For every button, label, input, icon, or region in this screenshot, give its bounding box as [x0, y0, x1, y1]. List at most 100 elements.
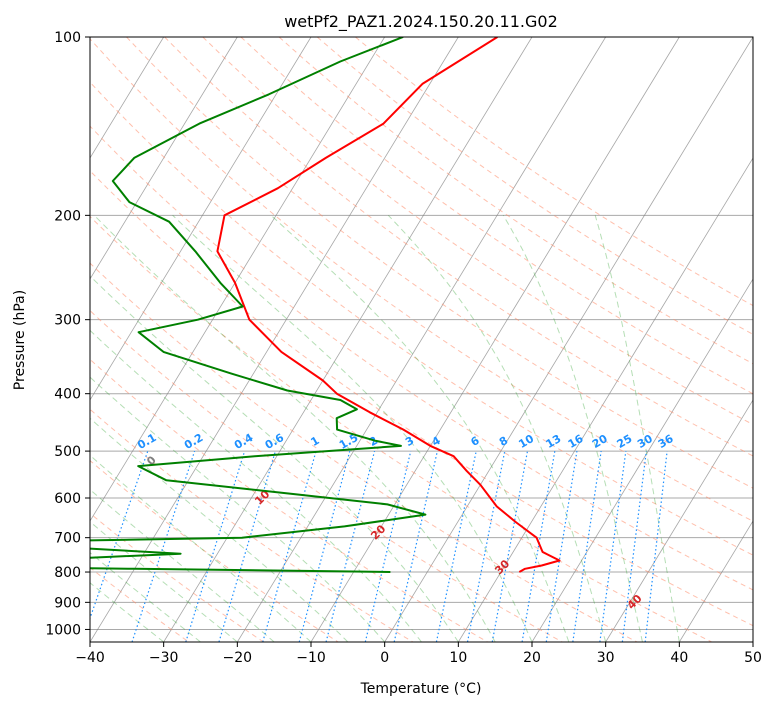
moist-adiabat-line — [90, 521, 238, 642]
mixing-ratio-label: 8 — [497, 434, 510, 449]
moist-adiabat-line — [90, 329, 422, 642]
isotherm-line — [531, 278, 753, 642]
moist-adiabat-line — [594, 215, 680, 642]
dewpoint-line — [90, 37, 427, 573]
dry-adiabat-line — [90, 309, 563, 642]
x-tick-label: −20 — [223, 650, 253, 666]
y-tick-label: 700 — [54, 531, 81, 547]
dry-adiabat-line — [90, 512, 264, 642]
y-tick-label: 800 — [54, 565, 81, 581]
mixing-ratio-line — [393, 450, 438, 642]
mixing-ratio-label: 20 — [590, 432, 610, 451]
moist-adiabat-line — [387, 214, 607, 642]
x-axis-label: Temperature (°C) — [360, 681, 482, 697]
moist-adiabat-line — [90, 376, 386, 642]
dry-adiabat-line — [278, 37, 753, 365]
mixing-ratio-label: 10 — [516, 432, 536, 451]
y-axis: 100 200 300 400 500 600 700 800 900 1000 — [45, 30, 90, 638]
isotherm-line — [457, 157, 753, 642]
mixing-ratio-label: 0.6 — [263, 431, 287, 452]
plot-frame — [89, 36, 754, 643]
mixing-ratio-line — [466, 450, 506, 642]
mixing-ratio-line — [185, 450, 246, 642]
mixing-ratio-line — [644, 451, 668, 642]
background-lines — [90, 37, 753, 642]
isotherm-line — [90, 37, 386, 522]
moist-adiabat-line — [502, 215, 643, 642]
mixing-ratio-line — [364, 450, 412, 642]
y-tick-label: 900 — [54, 595, 81, 611]
isotherm-line — [678, 520, 753, 642]
y-axis-label: Pressure (hPa) — [12, 290, 28, 390]
dry-adiabat-line — [90, 358, 488, 642]
moist-adiabat-line — [90, 417, 349, 642]
isotherm-line — [384, 37, 753, 642]
mixing-ratio-label: 1 — [308, 434, 321, 449]
y-tick-label: 400 — [54, 387, 81, 403]
mixing-ratio-label: 30 — [635, 432, 655, 451]
y-tick-label: 600 — [54, 491, 81, 507]
temperature-line — [216, 37, 561, 573]
mixing-ratio-label: 13 — [544, 432, 564, 451]
mixing-ratio-line — [262, 450, 317, 642]
y-tick-label: 300 — [54, 313, 81, 329]
mixing-ratio-line — [621, 451, 647, 642]
mixing-ratio-line — [521, 451, 556, 642]
mixing-ratio-line — [298, 450, 351, 642]
x-tick-label: −30 — [149, 650, 179, 666]
mixing-ratio-label: 36 — [656, 432, 676, 451]
x-axis: −40 −30 −20 −10 0 10 20 30 40 50 — [75, 642, 762, 666]
dry-adiabat-label: 20 — [368, 522, 388, 542]
isotherm-line — [90, 37, 312, 401]
moist-adiabat-line — [270, 214, 570, 642]
mixing-ratio-line — [572, 451, 602, 642]
y-tick-label: 1000 — [45, 622, 81, 638]
x-tick-label: −10 — [296, 650, 326, 666]
dry-adiabat-line — [90, 170, 753, 627]
mixing-ratio-line — [545, 451, 578, 642]
dry-adiabat-line — [90, 215, 712, 642]
dry-adiabat-line — [316, 37, 753, 335]
isotherm-line — [605, 399, 753, 642]
dry-adiabat-line — [202, 37, 753, 426]
dry-adiabat-label: -10 — [39, 415, 62, 438]
mixing-ratio-label: 0.4 — [232, 431, 256, 452]
mixing-ratio-label: 16 — [566, 432, 586, 451]
mixing-ratio-line — [218, 450, 276, 642]
y-tick-label: 200 — [54, 208, 81, 224]
mixing-ratio-line — [491, 450, 529, 642]
dry-adiabat-label: 40 — [625, 592, 645, 612]
dry-adiabat-line — [90, 459, 339, 642]
x-tick-label: −40 — [75, 650, 105, 666]
dry-adiabat-label: 30 — [492, 557, 512, 577]
dry-adiabat-line — [240, 37, 753, 395]
dry-adiabat-line — [90, 408, 414, 642]
x-tick-label: 40 — [670, 650, 688, 666]
isotherm-line — [163, 37, 533, 642]
dry-adiabat-line — [90, 566, 190, 642]
mixing-ratio-line — [131, 450, 196, 642]
isotherm-line — [752, 641, 753, 642]
isotherm-line — [90, 37, 238, 280]
moist-adiabat-line — [90, 552, 201, 642]
mixing-ratio-line — [325, 450, 376, 642]
x-tick-label: 10 — [449, 650, 467, 666]
moist-adiabat-line — [172, 214, 533, 642]
moist-adiabat-line — [90, 275, 459, 642]
x-tick-label: 20 — [523, 650, 541, 666]
mixing-ratio-label: 25 — [615, 432, 635, 451]
isotherm-line — [90, 37, 459, 642]
mixing-ratio-line — [599, 451, 627, 642]
y-tick-label: 100 — [54, 30, 81, 46]
x-tick-label: 30 — [597, 650, 615, 666]
moist-adiabat-line — [93, 214, 496, 642]
x-tick-label: 0 — [380, 650, 389, 666]
mixing-ratio-label: 0.2 — [182, 431, 205, 452]
isotherm-line — [236, 37, 607, 642]
dry-adiabat-line — [90, 125, 753, 591]
dry-adiabat-line — [355, 37, 753, 307]
moist-adiabat-line — [90, 582, 165, 642]
mixing-ratio-line — [90, 450, 149, 621]
dry-adiabat-line — [90, 81, 753, 556]
